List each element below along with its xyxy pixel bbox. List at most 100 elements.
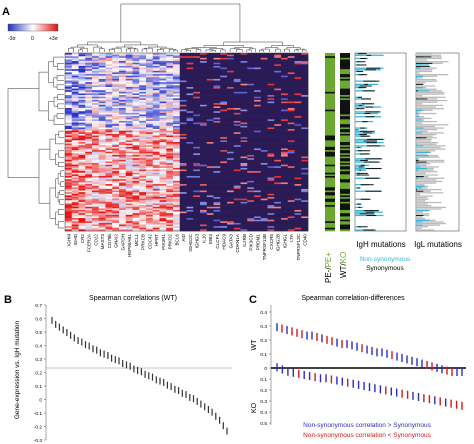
gene-point [111,354,113,362]
expression-heatmap [65,53,309,232]
gene-point [401,354,403,362]
gene-point [412,391,414,400]
gene-label: TNFRSF13C [296,233,301,260]
panel-b-title: Spearman correlations (WT) [89,295,177,302]
gene-point [356,342,358,351]
gene-label: IGHG2C [188,233,193,251]
panel-label-b: B [4,294,12,306]
gene-point [314,373,316,382]
panel-c-gene-points [276,323,463,410]
ytick-label: -0.1 [34,411,43,417]
pe-strip [325,53,335,232]
gene-label: CXCR5 [269,234,274,250]
gene-label: CR2 [80,234,85,244]
panel-c-yticks: 0.4 0.3 0.2 0.1 0 0.1 0.2 0.3 0.4 0.5 [260,310,271,427]
gene-label: CD22 [93,234,98,246]
gene-point [51,316,53,324]
wt-ko-strip [340,53,350,232]
gene-label: GNAI2 [114,234,119,248]
gene-point [103,350,105,358]
gene-point [303,371,305,379]
gene-point [222,422,224,430]
gene-point [445,398,447,407]
colorbar [7,23,59,32]
igh-mutation-bars [355,53,385,231]
wt-ko-label: WT/KO [339,252,348,278]
gene-label: MCL1 [134,234,139,247]
gene-point [200,400,202,408]
gene-point [428,395,431,404]
pe-label: PE-/PE+ [324,252,333,283]
gene-point [416,358,418,367]
gene-point [406,390,409,399]
gene-label: PRDM1 [255,234,260,251]
ytick-label: 0.4 [260,410,267,416]
gene-point [391,351,393,360]
colorbar-low: -3σ [8,36,16,42]
panel-b-gene-points [51,316,228,435]
gene-point [361,344,363,353]
gene-point [99,349,101,357]
gene-point [211,408,213,416]
panel-c-ko-label: KO [251,402,258,413]
gene-point [84,341,87,349]
gene-point [118,357,120,365]
gene-point [92,345,94,353]
gene-point [406,355,408,364]
gene-point [207,406,209,413]
ytick-label: -0.3 [34,438,43,444]
gene-point [396,388,398,397]
row-dendrogram [7,56,64,229]
gene-point [456,368,458,376]
gene-label: LTA [289,233,294,242]
ytick-label: 0 [264,366,267,372]
gene-label: CD79b [107,234,112,249]
gene-point [401,389,403,398]
ytick-label: 0.6 [35,316,42,322]
ytick-label: 0.3 [260,399,267,405]
gene-point [308,372,311,381]
legend-nonsyn: Non-synonymous [360,256,411,263]
gene-point [411,356,413,365]
gene-point [441,365,443,374]
ytick-label: 0.1 [260,352,267,358]
gene-label: IGHM [66,234,71,246]
gene-point [159,377,161,385]
panel-label-a: A [2,6,10,18]
gene-label: HPRT [154,234,159,247]
ytick-label: 0.5 [260,421,267,427]
gene-point [292,368,294,377]
gene-label: HDAC9 [222,234,227,250]
gene-point [291,327,293,336]
gene-point [431,362,433,371]
ytick-label: 0.1 [35,384,42,390]
gene-point [301,330,303,339]
gene-point [446,366,448,375]
igl-mutation-bars [416,53,449,231]
gene-point [423,394,425,403]
gene-label: AID [181,233,186,241]
gene-point [137,366,139,374]
gene-point [363,382,365,390]
ytick-label: 0.1 [260,377,267,383]
gene-point [386,349,388,358]
gene-point [58,323,60,331]
ytick-label: 0.3 [260,324,267,330]
gene-point [439,397,441,406]
gene-point [276,323,278,332]
gene-point [341,377,343,386]
gene-point [140,368,142,376]
gene-point [166,381,168,389]
gene-point [336,376,338,385]
gene-point [371,347,373,355]
gene-label: HSP90AB1 [127,234,132,258]
gene-point [181,389,183,397]
gene-point [276,363,278,372]
gene-label: MAST3 [100,234,105,250]
gene-point [455,400,458,409]
gene-point [341,340,343,348]
panel-c-wt-label: WT [251,339,258,351]
gene-point [311,331,313,340]
gene-point [390,387,392,396]
gene-point [196,397,198,405]
